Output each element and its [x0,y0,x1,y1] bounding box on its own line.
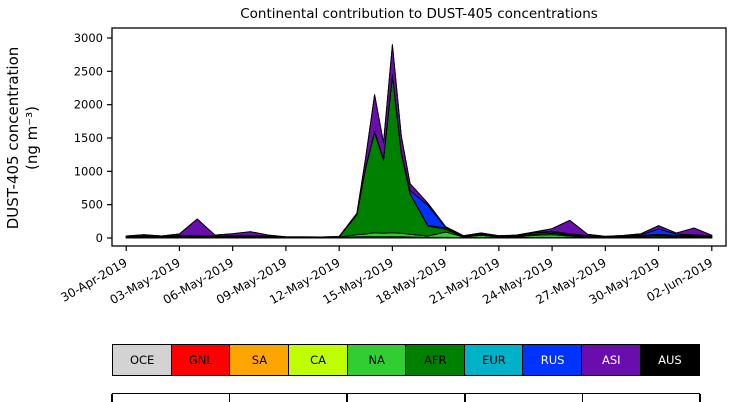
y-tick-label: 3000 [74,31,103,45]
strip-tick [228,394,231,402]
plot-border [111,27,727,247]
legend-item-afr: AFR [405,344,466,376]
y-axis-label: DUST-405 concentration (ng m⁻³) [4,7,44,269]
legend-label: EUR [482,353,506,367]
legend-label: AFR [424,353,447,367]
area-series-afr [125,75,713,238]
legend-item-rus: RUS [522,344,583,376]
y-tick-label: 2000 [74,98,103,112]
y-axis-label-line2: (ng m⁻³) [23,105,41,171]
y-axis-label-line1: DUST-405 concentration [4,46,22,230]
legend-label: SA [251,353,268,367]
legend-label: AUS [658,353,682,367]
y-tick-label: 0 [96,231,103,245]
legend-item-aus: AUS [639,344,700,376]
legend: OCE GNL SA CA NA AFR EUR RUS ASI AUS [112,344,700,376]
legend-item-asi: ASI [581,344,642,376]
legend-item-oce: OCE [112,344,173,376]
legend-item-eur: EUR [463,344,525,376]
chart-canvas: 05001000150020002500300030-Apr-201903-Ma… [58,27,727,307]
legend-label: ASI [601,353,621,367]
area-series-aus [125,44,713,238]
legend-label: NA [368,353,385,367]
legend-item-na: NA [346,344,407,376]
chart-title: Continental contribution to DUST-405 con… [240,6,598,22]
legend-label: CA [310,353,326,367]
y-tick-label: 1500 [74,131,103,145]
legend-item-gnl: GNL [170,344,231,376]
y-tick-label: 1000 [74,164,103,178]
strip-tick [346,394,348,402]
strip-tick [464,394,466,402]
strip-tick [699,394,701,402]
strip-tick [581,394,584,402]
legend-label: OCE [129,353,155,367]
legend-label: GNL [188,353,213,367]
legend-item-ca: CA [287,344,349,376]
legend-label: RUS [540,353,565,367]
legend-item-sa: SA [229,344,290,376]
y-tick-label: 500 [81,198,103,212]
strip-tick [111,394,113,402]
cropped-second-row [111,393,701,402]
y-tick-label: 2500 [74,64,103,78]
